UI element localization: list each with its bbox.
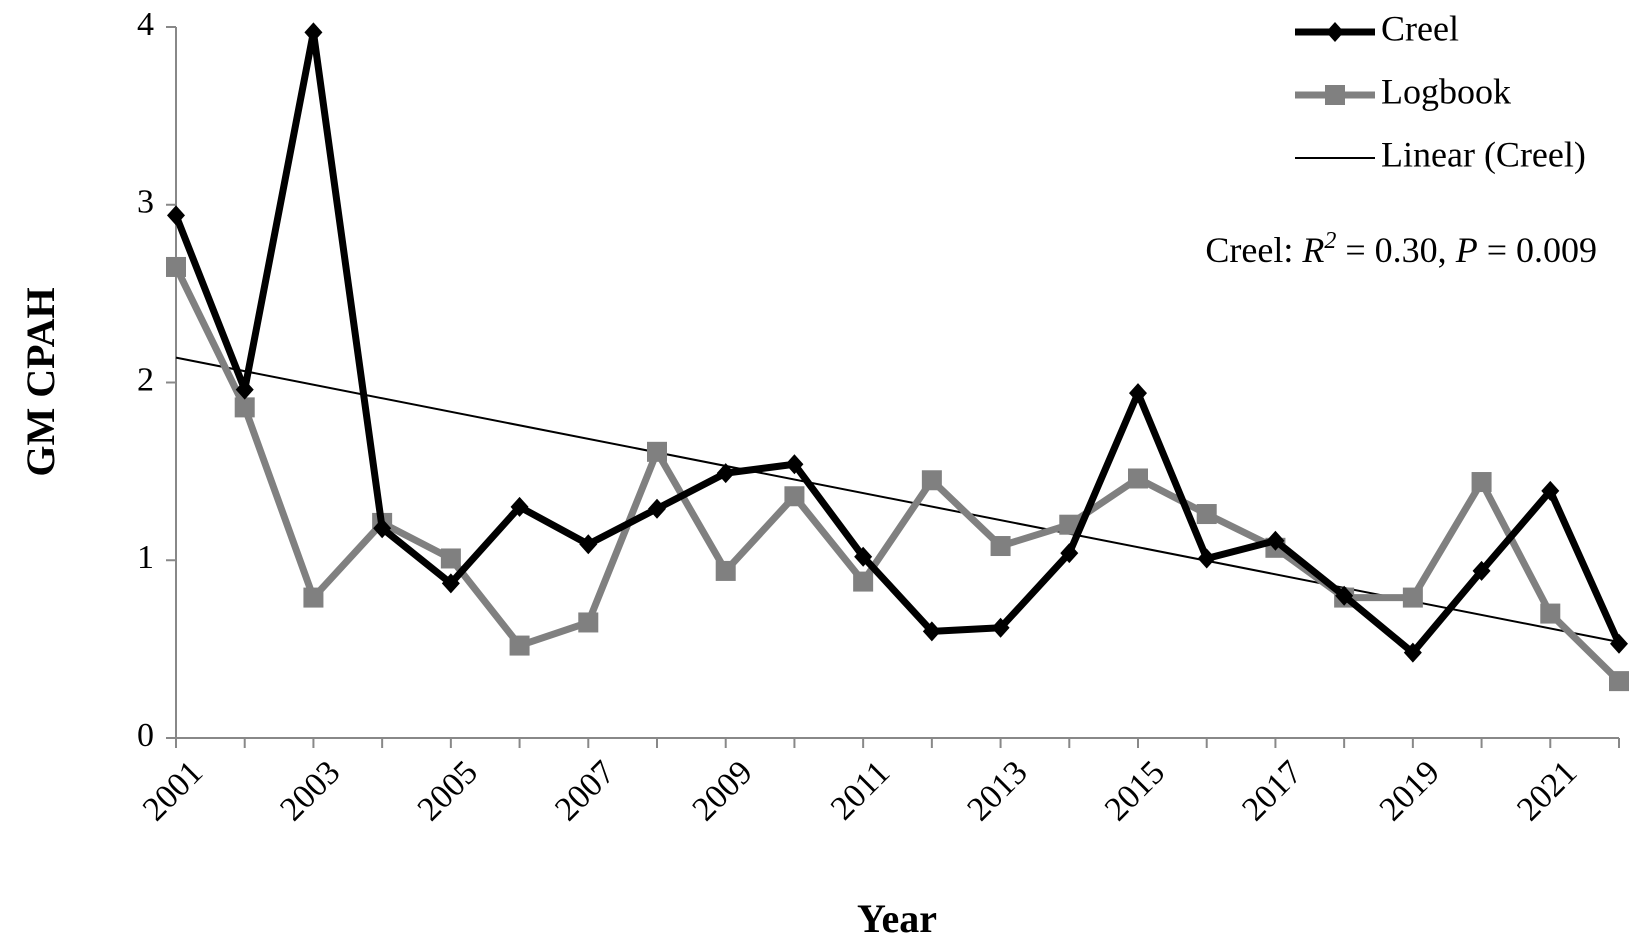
marker [922, 621, 941, 642]
x-tick-label: 2021 [1510, 754, 1584, 828]
marker [1335, 585, 1354, 606]
annotation-part: = 0.009 [1478, 230, 1597, 270]
x-axis-label: Year [857, 896, 937, 941]
marker [303, 587, 324, 608]
x-tick-label: 2011 [824, 754, 897, 827]
marker [235, 379, 254, 400]
marker [167, 205, 185, 226]
marker [716, 463, 735, 484]
annotation-part: P [1455, 230, 1478, 270]
marker [1402, 587, 1423, 608]
x-tick-label: 2009 [686, 754, 760, 828]
marker [1471, 472, 1492, 493]
marker [304, 22, 323, 43]
x-tick-label: 2005 [411, 754, 485, 828]
marker [991, 617, 1010, 638]
y-tick-label: 0 [137, 717, 154, 754]
marker [1059, 514, 1080, 535]
marker [1540, 603, 1561, 624]
marker [1326, 22, 1344, 42]
marker [784, 486, 805, 507]
marker [647, 441, 667, 462]
annotation-part: 2 [1324, 228, 1336, 254]
legend-label: Logbook [1381, 71, 1511, 111]
marker [440, 548, 461, 569]
x-tick-label: 2017 [1235, 754, 1309, 828]
marker [1128, 468, 1148, 489]
marker [578, 612, 599, 633]
marker [990, 536, 1011, 557]
legend-label: Creel [1381, 8, 1459, 48]
y-axis-label: GM CPAH [18, 287, 63, 476]
annotation: Creel: R2 = 0.30, P = 0.009 [1205, 228, 1597, 270]
marker [166, 256, 186, 277]
marker [1472, 560, 1491, 581]
x-tick-label: 2001 [136, 754, 210, 828]
series-line [172, 28, 1623, 657]
x-tick-label: 2015 [1098, 754, 1172, 828]
marker [854, 546, 873, 567]
marker [1610, 633, 1628, 654]
marker [579, 534, 598, 555]
legend-label: Linear (Creel) [1381, 134, 1586, 174]
marker [1060, 543, 1079, 564]
y-tick-label: 4 [137, 6, 154, 43]
annotation-part: Creel: [1205, 230, 1302, 270]
marker [373, 518, 392, 539]
x-tick-label: 2019 [1373, 754, 1447, 828]
marker [1196, 504, 1217, 525]
x-tick-label: 2013 [960, 754, 1034, 828]
marker [785, 454, 804, 475]
y-tick-label: 2 [137, 361, 154, 398]
series-line [172, 265, 1622, 684]
marker [441, 573, 460, 594]
marker [648, 498, 666, 519]
annotation-part: R [1301, 230, 1324, 270]
marker [1609, 671, 1629, 692]
marker [1197, 548, 1216, 569]
x-tick-label: 2003 [273, 754, 347, 828]
y-tick-label: 3 [137, 184, 154, 221]
marker [510, 496, 529, 517]
marker [715, 560, 736, 581]
marker [921, 470, 942, 491]
marker [234, 397, 255, 418]
x-tick-label: 2007 [548, 754, 622, 828]
marker [1266, 530, 1285, 551]
marker [509, 635, 530, 656]
annotation-part: = 0.30, [1336, 230, 1455, 270]
marker [1403, 642, 1422, 663]
y-tick-label: 1 [137, 539, 154, 576]
marker [1541, 480, 1560, 501]
marker [1129, 383, 1147, 404]
marker [1325, 85, 1345, 105]
marker [853, 571, 874, 592]
